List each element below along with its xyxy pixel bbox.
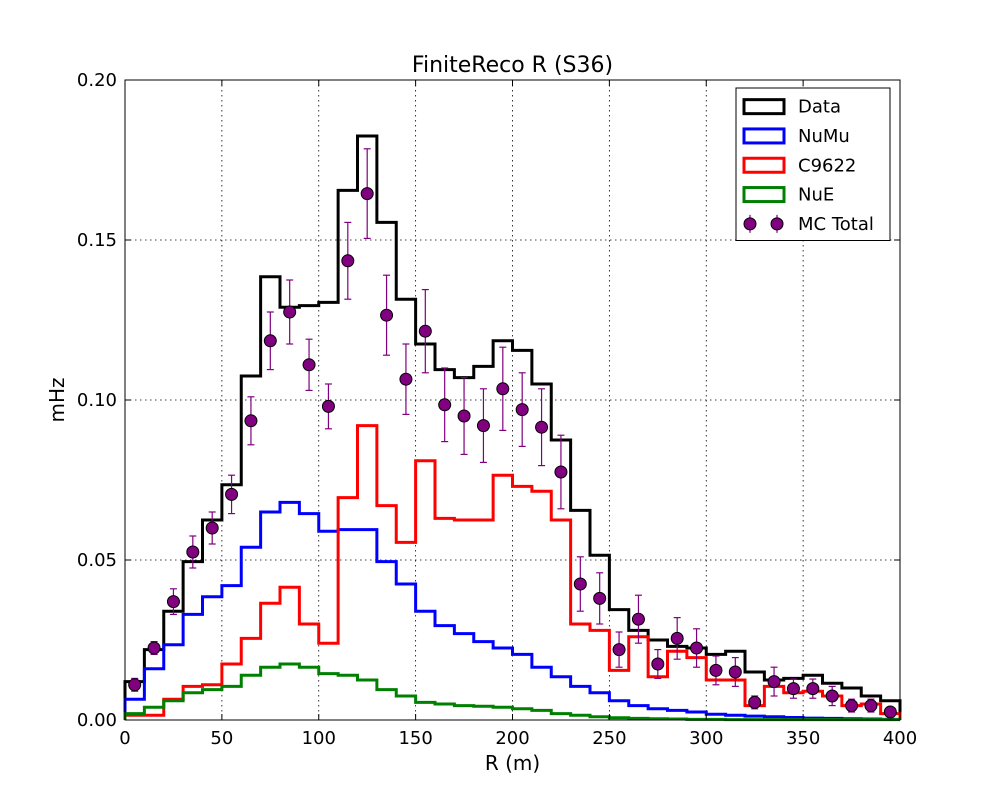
data-point [360, 187, 374, 201]
y-tick-label: 0.20 [77, 70, 117, 91]
x-tick-label: 300 [689, 728, 723, 749]
data-point [302, 358, 316, 372]
data-point [612, 643, 626, 657]
legend-marker [743, 217, 757, 231]
x-tick-label: 100 [302, 728, 336, 749]
data-point [147, 641, 161, 655]
data-point [767, 675, 781, 689]
y-tick-label: 0.15 [77, 230, 117, 251]
legend-label: MC Total [798, 214, 874, 235]
x-tick-label: 400 [883, 728, 917, 749]
data-point [496, 382, 510, 396]
legend-entry-data: Data [742, 97, 841, 118]
data-point [593, 591, 607, 605]
data-point [186, 545, 200, 559]
data-point [825, 689, 839, 703]
data-point [786, 682, 800, 696]
data-point [418, 324, 432, 338]
data-point [554, 465, 568, 479]
data-point [380, 308, 394, 322]
data-point [399, 372, 413, 386]
y-tick-label: 0.05 [77, 550, 117, 571]
data-point [535, 420, 549, 434]
data-point [845, 699, 859, 713]
data-point [806, 682, 820, 696]
data-point [515, 403, 529, 417]
data-point [883, 705, 897, 719]
legend-marker [770, 217, 784, 231]
data-point [476, 419, 490, 433]
x-tick-label: 150 [398, 728, 432, 749]
data-point [438, 398, 452, 412]
x-tick-label: 50 [210, 728, 233, 749]
data-point [573, 577, 587, 591]
x-tick-label: 200 [495, 728, 529, 749]
legend-label: NuE [798, 185, 834, 206]
series-numu-step [123, 500, 902, 721]
data-point [244, 414, 258, 428]
data-point [728, 665, 742, 679]
data-point [205, 521, 219, 535]
legend-swatch [742, 186, 786, 204]
x-tick-label: 250 [592, 728, 626, 749]
y-tick-label: 0.00 [77, 710, 117, 731]
data-point [263, 334, 277, 348]
legend-entry-c9622: C9622 [742, 155, 856, 176]
data-point [457, 409, 471, 423]
series-layer [123, 134, 902, 722]
data-point [651, 657, 665, 671]
legend-swatch [742, 156, 786, 174]
data-point [341, 254, 355, 268]
data-point [166, 595, 180, 609]
y-tick-label: 0.10 [77, 390, 117, 411]
data-point [748, 695, 762, 709]
x-tick-label: 0 [119, 728, 130, 749]
legend: Data NuMu C9622 NuE MC Total [735, 87, 891, 241]
legend-label: Data [798, 97, 841, 118]
legend-label: C9622 [798, 155, 856, 176]
y-axis-label: mHz [45, 377, 69, 422]
legend-swatch [742, 127, 786, 145]
legend-entry-mc-total: MC Total [743, 214, 874, 235]
legend-entry-numu: NuMu [742, 126, 850, 147]
ticks: 0 50 100 150 200 250 300 350 400 0.00 0.05 0.10 0.15… [77, 70, 917, 749]
legend-label: NuMu [798, 126, 850, 147]
series-mc-total-points [128, 148, 897, 719]
data-point [225, 487, 239, 501]
data-point [128, 678, 142, 692]
data-point [321, 399, 335, 413]
series-c9622-step [123, 424, 902, 720]
data-point [631, 612, 645, 626]
data-point [670, 631, 684, 645]
data-point [283, 305, 297, 319]
x-tick-label: 350 [786, 728, 820, 749]
data-point [864, 699, 878, 713]
data-point [690, 641, 704, 655]
legend-swatch [742, 98, 786, 116]
data-point [709, 663, 723, 677]
x-axis-label: R (m) [485, 751, 540, 775]
chart-title: FiniteReco R (S36) [412, 53, 613, 78]
legend-entry-nue: NuE [742, 185, 834, 206]
